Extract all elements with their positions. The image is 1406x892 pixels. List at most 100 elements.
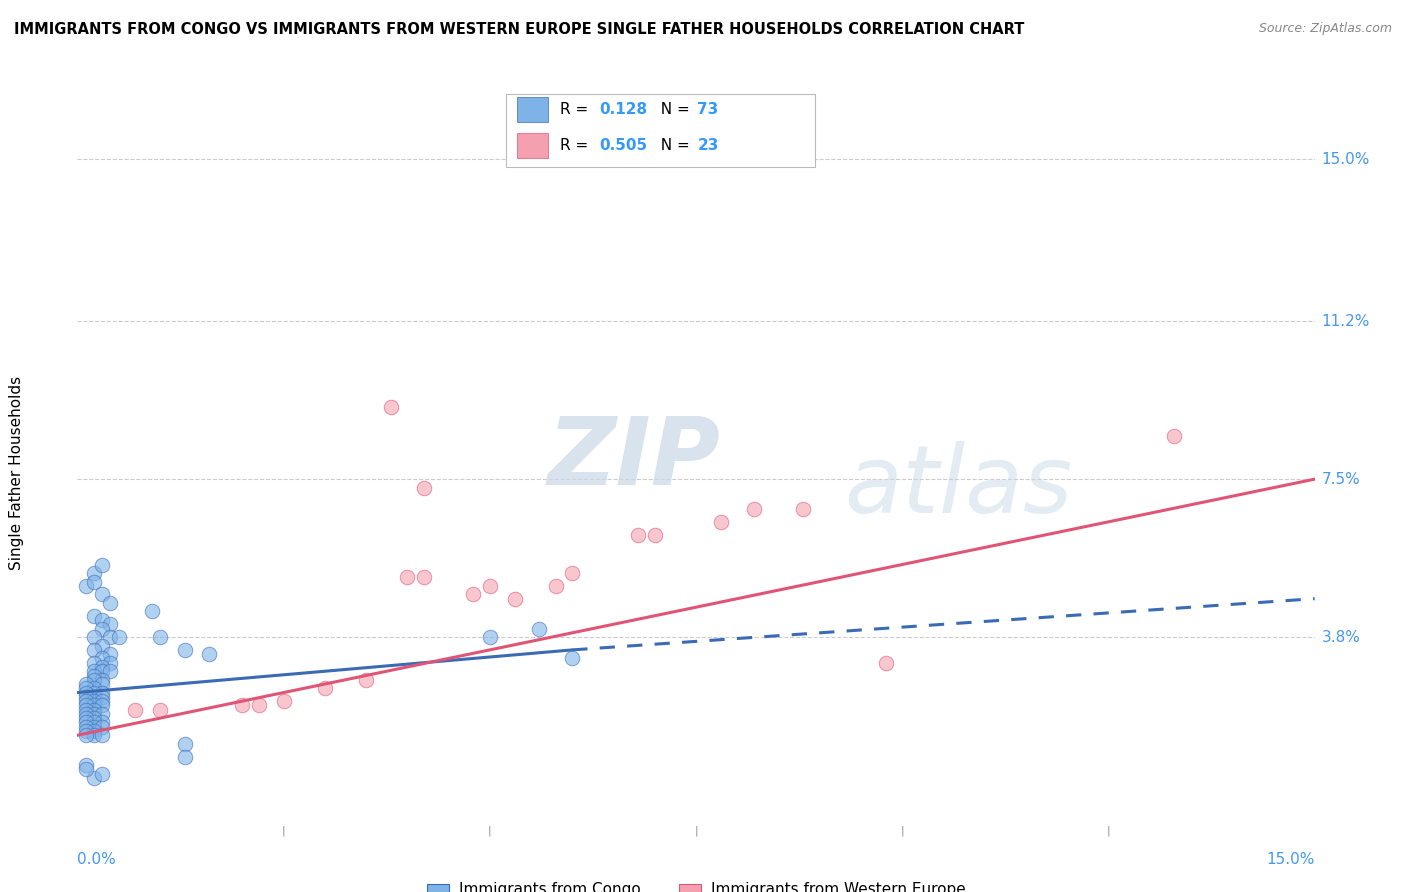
- Text: ZIP: ZIP: [547, 413, 720, 505]
- Point: [644, 527, 666, 541]
- Point: [149, 630, 172, 644]
- Text: |: |: [900, 825, 904, 836]
- Point: [1163, 429, 1185, 443]
- Text: 23: 23: [697, 138, 718, 153]
- Point: [91, 690, 114, 704]
- Point: [83, 608, 105, 623]
- Text: 15.0%: 15.0%: [1267, 852, 1315, 867]
- Text: IMMIGRANTS FROM CONGO VS IMMIGRANTS FROM WESTERN EUROPE SINGLE FATHER HOUSEHOLDS: IMMIGRANTS FROM CONGO VS IMMIGRANTS FROM…: [14, 22, 1025, 37]
- Point: [91, 651, 114, 665]
- Point: [314, 681, 336, 696]
- Text: |: |: [695, 825, 697, 836]
- Point: [198, 647, 221, 661]
- Text: |: |: [1107, 825, 1111, 836]
- Point: [83, 685, 105, 699]
- Point: [875, 656, 897, 670]
- Point: [83, 771, 105, 785]
- Point: [83, 724, 105, 739]
- Text: N =: N =: [651, 103, 695, 117]
- Point: [412, 570, 434, 584]
- Text: 15.0%: 15.0%: [1322, 152, 1369, 167]
- Point: [75, 698, 97, 713]
- Point: [91, 685, 114, 699]
- Text: 0.128: 0.128: [599, 103, 647, 117]
- Point: [83, 694, 105, 708]
- Point: [173, 643, 195, 657]
- Point: [91, 720, 114, 734]
- Point: [107, 630, 129, 644]
- Point: [91, 660, 114, 674]
- Point: [91, 673, 114, 687]
- Point: [91, 677, 114, 691]
- Point: [75, 706, 97, 721]
- Point: [83, 698, 105, 713]
- Point: [75, 715, 97, 730]
- Point: [91, 639, 114, 653]
- Text: Source: ZipAtlas.com: Source: ZipAtlas.com: [1258, 22, 1392, 36]
- Point: [149, 703, 172, 717]
- Point: [98, 617, 121, 632]
- Point: [561, 651, 583, 665]
- Point: [83, 673, 105, 687]
- Point: [91, 766, 114, 780]
- Point: [478, 630, 501, 644]
- Point: [231, 698, 253, 713]
- Text: |: |: [281, 825, 285, 836]
- Point: [91, 558, 114, 572]
- Point: [396, 570, 419, 584]
- Text: R =: R =: [560, 103, 593, 117]
- Point: [83, 574, 105, 589]
- Point: [98, 596, 121, 610]
- Point: [75, 728, 97, 742]
- Point: [83, 630, 105, 644]
- Point: [83, 690, 105, 704]
- Point: [91, 728, 114, 742]
- Text: |: |: [488, 825, 492, 836]
- Point: [463, 587, 485, 601]
- Point: [91, 694, 114, 708]
- Point: [98, 665, 121, 679]
- Text: R =: R =: [560, 138, 593, 153]
- Point: [83, 728, 105, 742]
- Point: [91, 622, 114, 636]
- Point: [91, 665, 114, 679]
- Point: [75, 711, 97, 725]
- Point: [98, 630, 121, 644]
- Point: [83, 681, 105, 696]
- Point: [710, 515, 733, 529]
- Point: [75, 720, 97, 734]
- Point: [91, 613, 114, 627]
- Text: 0.0%: 0.0%: [77, 852, 117, 867]
- Point: [75, 724, 97, 739]
- Point: [75, 690, 97, 704]
- Point: [529, 622, 551, 636]
- Point: [478, 579, 501, 593]
- Point: [75, 677, 97, 691]
- Point: [91, 698, 114, 713]
- Point: [91, 715, 114, 730]
- Point: [247, 698, 270, 713]
- Point: [742, 502, 765, 516]
- Text: Single Father Households: Single Father Households: [10, 376, 24, 570]
- Point: [83, 668, 105, 682]
- Text: 3.8%: 3.8%: [1322, 630, 1361, 645]
- Text: 11.2%: 11.2%: [1322, 314, 1369, 329]
- Point: [173, 737, 195, 751]
- Point: [75, 763, 97, 777]
- Point: [627, 527, 650, 541]
- Point: [91, 706, 114, 721]
- Point: [75, 703, 97, 717]
- Point: [412, 481, 434, 495]
- Point: [380, 400, 402, 414]
- Point: [83, 566, 105, 580]
- Point: [75, 758, 97, 772]
- Text: 7.5%: 7.5%: [1322, 472, 1361, 487]
- Point: [354, 673, 377, 687]
- Point: [83, 720, 105, 734]
- Point: [141, 605, 163, 619]
- Point: [83, 706, 105, 721]
- Point: [124, 703, 146, 717]
- Text: atlas: atlas: [845, 442, 1073, 533]
- Point: [75, 681, 97, 696]
- Text: 0.505: 0.505: [599, 138, 647, 153]
